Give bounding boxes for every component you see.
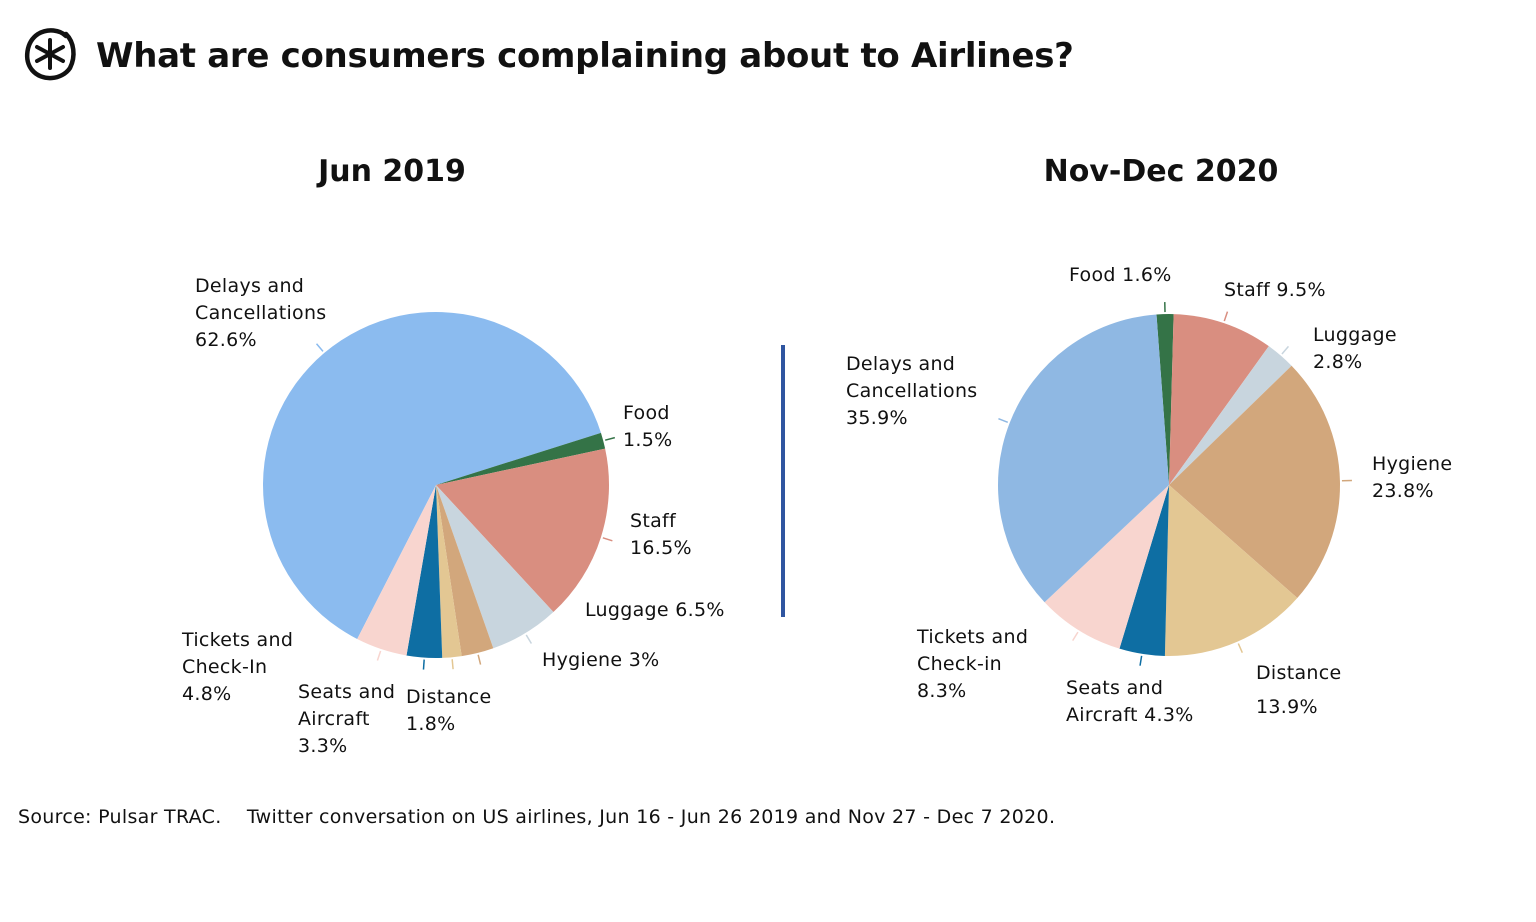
leader-line: [1281, 345, 1290, 355]
leader-line: [604, 436, 616, 441]
pie-slice-food-2020: [1156, 314, 1174, 485]
pie-slice-distance-2019: [436, 485, 462, 658]
label-tickets-2020: Tickets and Check-in 8.3%: [917, 626, 1029, 702]
leader-line: [451, 659, 454, 670]
source-note: Source: Pulsar TRAC. Twitter conversatio…: [18, 806, 1056, 828]
leader-line: [998, 417, 1009, 424]
pie-slice-luggage-2020: [1169, 346, 1292, 485]
leader-line: [376, 650, 382, 661]
label-staff-2020: Staff 9.5%: [1224, 279, 1326, 301]
pie-slice-tickets-and-check-in-2020: [1044, 485, 1169, 649]
pie-slice-seats-and-aircraft-2019: [406, 485, 443, 658]
leader-line: [315, 343, 324, 352]
leader-line: [1139, 655, 1143, 666]
page-title: What are consumers complaining about to …: [96, 36, 1074, 76]
pie-slice-hygiene-2019: [436, 485, 494, 657]
pie-slice-distance-2020: [1164, 485, 1298, 656]
pie-slice-staff-2019: [436, 448, 609, 613]
label-delays-2020: Delays and Cancellations 35.9%: [846, 353, 978, 429]
leader-line: [1072, 631, 1079, 641]
label-hygiene-2019: Hygiene 3%: [542, 649, 660, 671]
label-food-2020: Food 1.6%: [1069, 264, 1172, 286]
pie-title-nov-dec-2020: Nov-Dec 2020: [1043, 154, 1279, 189]
label-distance-2020: Distance 13.9%: [1256, 662, 1342, 718]
pulsar-logo-icon: [24, 28, 76, 81]
pie-slice-delays-and-cancellations-2019: [263, 312, 601, 640]
label-staff-2019: Staff 16.5%: [630, 510, 692, 559]
leader-line: [422, 659, 425, 670]
pie-slice-food-2019: [436, 432, 606, 485]
label-distance-2019: Distance 1.8%: [406, 686, 492, 735]
leader-line: [525, 634, 533, 644]
pie-slice-tickets-and-check-in-2019: [357, 485, 436, 656]
leader-line: [477, 654, 482, 665]
leader-line: [602, 537, 613, 542]
leader-line: [1237, 643, 1244, 653]
label-luggage-2020: Luggage 2.8%: [1313, 324, 1397, 373]
pie-slice-hygiene-2020: [1169, 365, 1340, 599]
label-seats-2020: Seats and Aircraft 4.3%: [1066, 677, 1194, 726]
pie-title-jun-2019: Jun 2019: [318, 154, 466, 189]
label-hygiene-2020: Hygiene 23.8%: [1372, 453, 1453, 502]
leader-line: [1223, 311, 1229, 322]
label-tickets-2019: Tickets and Check-In 4.8%: [182, 629, 294, 705]
label-delays-2019: Delays and Cancellations 62.6%: [195, 275, 327, 351]
pie-slice-seats-and-aircraft-2020: [1119, 485, 1169, 656]
pie-slice-luggage-2019: [436, 485, 554, 649]
label-luggage-2019: Luggage 6.5%: [585, 599, 725, 621]
label-food-2019: Food 1.5%: [623, 402, 673, 451]
pie-slice-staff-2020: [1169, 314, 1269, 485]
pie-slice-delays-and-cancellations-2020: [998, 314, 1169, 603]
label-seats-2019: Seats and Aircraft 3.3%: [298, 681, 396, 757]
